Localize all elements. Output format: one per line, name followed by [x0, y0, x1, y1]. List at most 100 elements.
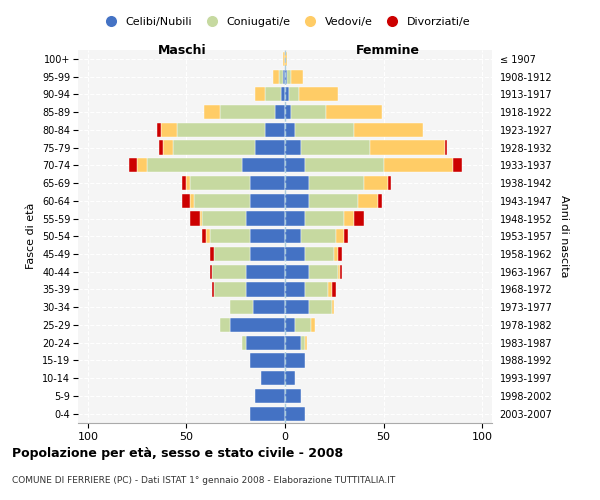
- Bar: [281, 87, 285, 102]
- Bar: [305, 336, 307, 350]
- Bar: [242, 336, 245, 350]
- Bar: [212, 282, 214, 296]
- Bar: [344, 229, 348, 244]
- Bar: [245, 212, 285, 226]
- Bar: [285, 158, 305, 172]
- Bar: [279, 70, 283, 84]
- Text: Femmine: Femmine: [356, 44, 419, 58]
- Bar: [305, 247, 334, 261]
- Bar: [137, 158, 147, 172]
- Bar: [285, 406, 305, 420]
- Bar: [388, 176, 391, 190]
- Bar: [285, 52, 287, 66]
- Bar: [305, 212, 344, 226]
- Bar: [295, 318, 311, 332]
- Y-axis label: Anni di nascita: Anni di nascita: [559, 195, 569, 278]
- Bar: [308, 194, 358, 208]
- Bar: [212, 264, 245, 279]
- Bar: [182, 194, 190, 208]
- Bar: [285, 354, 305, 368]
- Bar: [194, 194, 250, 208]
- Bar: [176, 122, 265, 137]
- Bar: [285, 176, 308, 190]
- Bar: [287, 70, 291, 84]
- Bar: [285, 229, 301, 244]
- Bar: [250, 406, 285, 420]
- Bar: [250, 354, 285, 368]
- Bar: [328, 282, 332, 296]
- Bar: [250, 247, 285, 261]
- Bar: [354, 212, 364, 226]
- Bar: [285, 105, 291, 119]
- Bar: [452, 158, 463, 172]
- Bar: [289, 87, 299, 102]
- Bar: [200, 212, 202, 226]
- Bar: [256, 389, 285, 403]
- Bar: [265, 122, 285, 137]
- Bar: [445, 140, 446, 154]
- Bar: [338, 247, 342, 261]
- Bar: [190, 176, 250, 190]
- Bar: [285, 264, 308, 279]
- Bar: [214, 247, 250, 261]
- Bar: [285, 212, 305, 226]
- Bar: [311, 318, 314, 332]
- Bar: [305, 282, 328, 296]
- Bar: [291, 70, 303, 84]
- Bar: [301, 229, 336, 244]
- Bar: [206, 229, 210, 244]
- Bar: [210, 247, 214, 261]
- Bar: [305, 158, 383, 172]
- Bar: [354, 122, 423, 137]
- Bar: [210, 264, 212, 279]
- Bar: [285, 122, 295, 137]
- Bar: [273, 70, 279, 84]
- Bar: [129, 158, 137, 172]
- Bar: [182, 176, 187, 190]
- Bar: [210, 229, 250, 244]
- Bar: [338, 264, 340, 279]
- Bar: [256, 140, 285, 154]
- Bar: [214, 282, 245, 296]
- Bar: [285, 140, 301, 154]
- Bar: [301, 336, 305, 350]
- Text: COMUNE DI FERRIERE (PC) - Dati ISTAT 1° gennaio 2008 - Elaborazione TUTTITALIA.I: COMUNE DI FERRIERE (PC) - Dati ISTAT 1° …: [12, 476, 395, 485]
- Text: Popolazione per età, sesso e stato civile - 2008: Popolazione per età, sesso e stato civil…: [12, 448, 343, 460]
- Bar: [190, 212, 200, 226]
- Bar: [358, 194, 377, 208]
- Bar: [383, 158, 452, 172]
- Bar: [301, 140, 370, 154]
- Bar: [250, 229, 285, 244]
- Bar: [265, 87, 281, 102]
- Bar: [285, 87, 289, 102]
- Bar: [285, 282, 305, 296]
- Bar: [295, 122, 354, 137]
- Bar: [230, 318, 285, 332]
- Bar: [245, 264, 285, 279]
- Bar: [332, 282, 336, 296]
- Bar: [283, 52, 285, 66]
- Bar: [285, 70, 287, 84]
- Bar: [336, 229, 344, 244]
- Bar: [242, 158, 285, 172]
- Bar: [187, 176, 190, 190]
- Bar: [326, 105, 382, 119]
- Bar: [245, 282, 285, 296]
- Bar: [256, 87, 265, 102]
- Bar: [250, 194, 285, 208]
- Bar: [157, 122, 161, 137]
- Bar: [250, 176, 285, 190]
- Bar: [344, 212, 354, 226]
- Bar: [364, 176, 388, 190]
- Bar: [253, 300, 285, 314]
- Bar: [147, 158, 242, 172]
- Bar: [377, 194, 382, 208]
- Bar: [173, 140, 256, 154]
- Bar: [159, 140, 163, 154]
- Bar: [332, 300, 334, 314]
- Bar: [220, 318, 230, 332]
- Bar: [334, 247, 338, 261]
- Bar: [285, 318, 295, 332]
- Bar: [285, 371, 295, 385]
- Bar: [285, 247, 305, 261]
